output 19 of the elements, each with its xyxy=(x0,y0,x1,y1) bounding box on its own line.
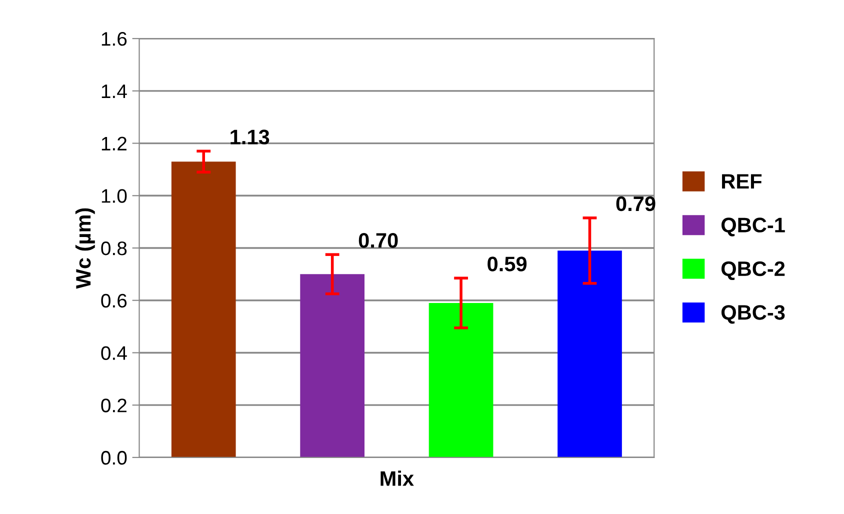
y-tick-label: 1.4 xyxy=(102,84,127,98)
y-tick-label: 0.8 xyxy=(101,241,127,256)
y-tick-label: 1.0 xyxy=(102,189,127,203)
y-tick-label: 1.2 xyxy=(102,136,126,150)
y-axis-title: Wc (µm) xyxy=(75,208,95,289)
x-axis-title: Mix xyxy=(380,470,414,486)
y-tick-label: 1.6 xyxy=(102,32,127,46)
y-tick-label: 0.0 xyxy=(101,450,127,465)
legend-label: QBC-1 xyxy=(722,218,785,236)
data-label: 0.70 xyxy=(358,233,398,248)
legend-label: QBC-3 xyxy=(722,305,785,324)
y-tick-label: 0.2 xyxy=(101,398,126,412)
legend-label: REF xyxy=(722,174,762,189)
data-label: 0.79 xyxy=(616,196,656,212)
legend-label: QBC-2 xyxy=(722,261,785,280)
data-label: 1.13 xyxy=(230,130,270,144)
y-tick-label: 0.4 xyxy=(101,346,127,360)
data-label: 0.59 xyxy=(488,256,527,272)
y-tick-label: 0.6 xyxy=(101,294,127,308)
